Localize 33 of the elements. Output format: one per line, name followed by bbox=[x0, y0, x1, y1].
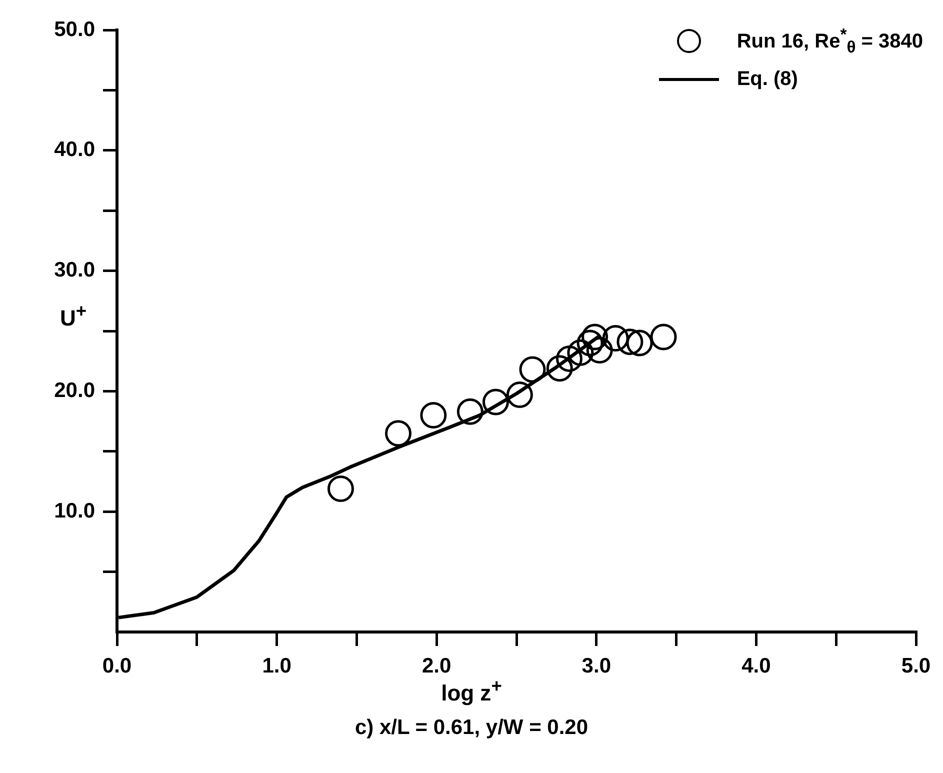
y-tick-label: 40.0 bbox=[54, 138, 95, 162]
x-tick-label: 0.0 bbox=[102, 654, 132, 678]
point bbox=[546, 355, 573, 382]
point bbox=[576, 330, 604, 356]
point bbox=[327, 475, 354, 502]
text: c) x/L = 0.61, y/W = 0.20 bbox=[354, 716, 590, 740]
legend-label: Eq. (8) bbox=[736, 68, 798, 90]
x-tick-label: 4.0 bbox=[742, 654, 771, 678]
point bbox=[506, 382, 533, 408]
point bbox=[616, 328, 644, 356]
x-tick-label: 3.0 bbox=[582, 654, 611, 678]
y-tick-label: 10.0 bbox=[54, 499, 95, 522]
point bbox=[602, 324, 629, 352]
x-tick-label: 5.0 bbox=[901, 654, 931, 678]
x-axis-title: log z$^{+}$ bbox=[441, 675, 502, 706]
point bbox=[650, 324, 677, 350]
point bbox=[586, 337, 613, 364]
legend-label: Run 16, Re$^{*}$$_{θ}$ = 3840 bbox=[736, 24, 923, 58]
y-tick-label: 50.0 bbox=[54, 18, 95, 41]
point bbox=[482, 388, 509, 416]
point bbox=[556, 345, 582, 372]
point bbox=[582, 324, 608, 350]
point bbox=[626, 330, 653, 356]
x-tick-label: 2.0 bbox=[422, 654, 452, 678]
point bbox=[456, 398, 484, 425]
point bbox=[420, 402, 447, 429]
point bbox=[519, 356, 546, 383]
y-tick-label: 20.0 bbox=[54, 378, 95, 402]
y-tick-label: 30.0 bbox=[54, 258, 95, 282]
y-axis-title: U$^{+}$ bbox=[60, 300, 87, 332]
point bbox=[567, 339, 594, 366]
point bbox=[385, 420, 412, 447]
x-tick-label: 1.0 bbox=[262, 654, 292, 678]
